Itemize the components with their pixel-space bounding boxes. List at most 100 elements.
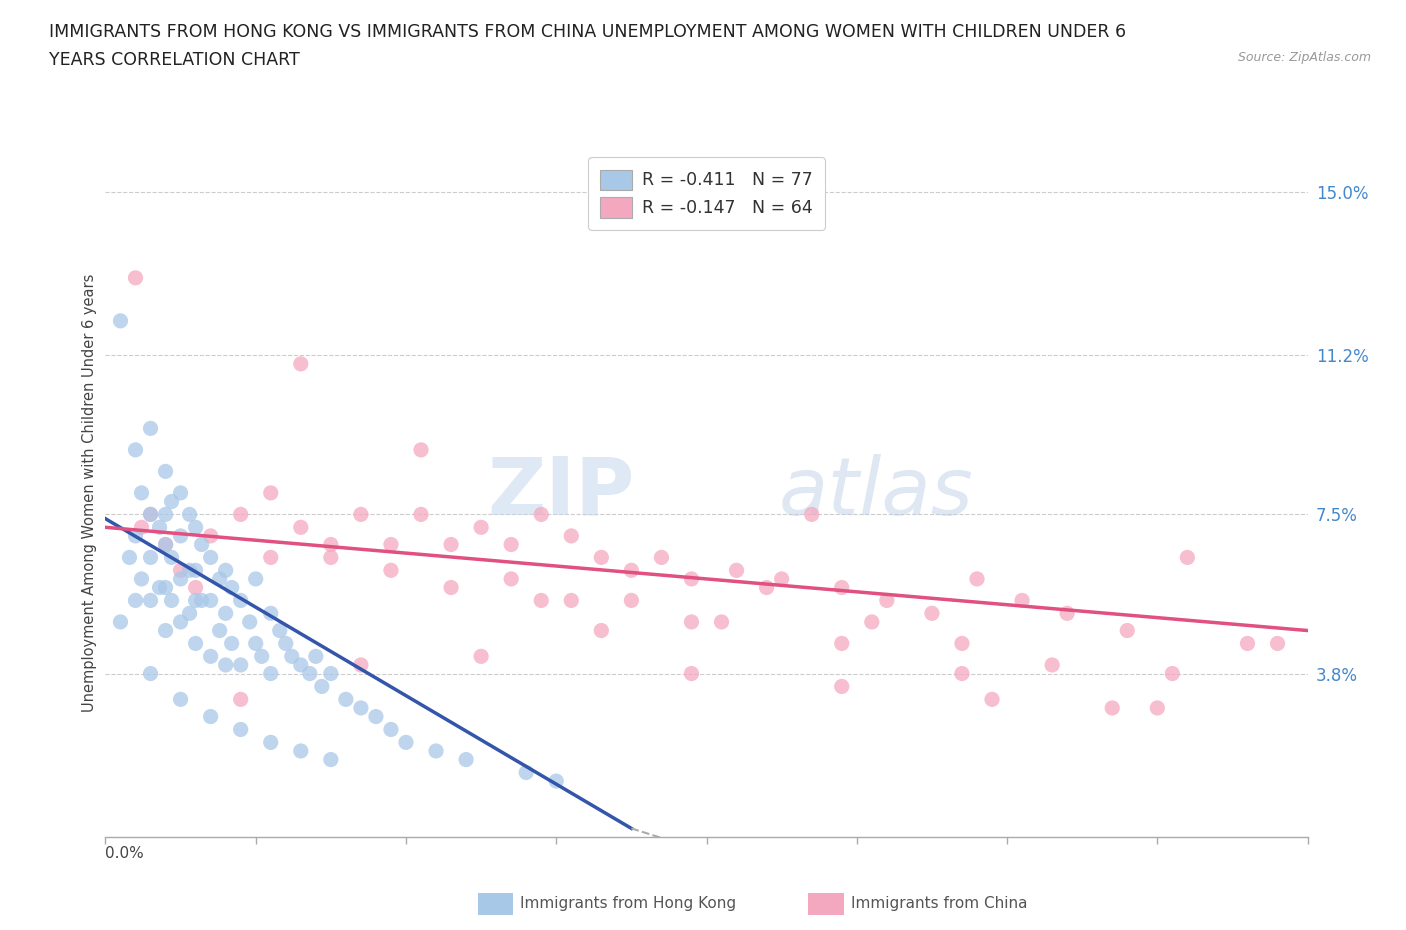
- Point: [966, 571, 988, 587]
- Point: [454, 752, 477, 767]
- Point: [179, 606, 201, 621]
- Point: [200, 593, 222, 608]
- Point: [440, 580, 463, 595]
- Point: [245, 636, 267, 651]
- Point: [876, 593, 898, 608]
- Point: [440, 538, 463, 552]
- Point: [501, 571, 523, 587]
- Point: [470, 520, 492, 535]
- Point: [155, 507, 177, 522]
- Point: [860, 615, 883, 630]
- Point: [214, 658, 236, 672]
- Point: [229, 593, 252, 608]
- Point: [395, 735, 418, 750]
- Point: [530, 507, 553, 522]
- Point: [184, 580, 207, 595]
- Text: YEARS CORRELATION CHART: YEARS CORRELATION CHART: [49, 51, 299, 69]
- Point: [229, 658, 252, 672]
- Point: [139, 507, 162, 522]
- Point: [350, 700, 373, 715]
- Point: [1175, 550, 1198, 565]
- Point: [229, 507, 252, 522]
- Point: [710, 615, 733, 630]
- Point: [335, 692, 357, 707]
- Point: [350, 507, 373, 522]
- Point: [950, 666, 973, 681]
- Point: [190, 538, 212, 552]
- Point: [269, 623, 291, 638]
- Point: [305, 649, 328, 664]
- Point: [160, 593, 183, 608]
- Point: [169, 692, 191, 707]
- Point: [1116, 623, 1139, 638]
- Point: [214, 563, 236, 578]
- Point: [1101, 700, 1123, 715]
- Point: [169, 571, 191, 587]
- Point: [110, 615, 132, 630]
- Point: [530, 593, 553, 608]
- Point: [221, 636, 243, 651]
- Point: [681, 615, 703, 630]
- Point: [380, 538, 402, 552]
- Text: Immigrants from China: Immigrants from China: [851, 897, 1028, 911]
- Point: [229, 692, 252, 707]
- Point: [1236, 636, 1258, 651]
- Point: [350, 658, 373, 672]
- Point: [290, 658, 312, 672]
- Point: [239, 615, 262, 630]
- Point: [560, 593, 582, 608]
- Point: [831, 679, 853, 694]
- Point: [229, 722, 252, 737]
- Point: [155, 580, 177, 595]
- Point: [148, 580, 170, 595]
- Point: [425, 744, 447, 759]
- Point: [470, 649, 492, 664]
- Point: [118, 550, 141, 565]
- Point: [200, 710, 222, 724]
- Point: [139, 666, 162, 681]
- Point: [800, 507, 823, 522]
- Point: [139, 593, 162, 608]
- Point: [620, 593, 643, 608]
- Point: [319, 550, 342, 565]
- Point: [409, 443, 432, 458]
- Point: [650, 550, 672, 565]
- Point: [290, 356, 312, 371]
- Point: [148, 520, 170, 535]
- Point: [155, 538, 177, 552]
- Point: [124, 528, 146, 543]
- Point: [1040, 658, 1063, 672]
- Point: [179, 563, 201, 578]
- Point: [208, 623, 231, 638]
- Point: [208, 571, 231, 587]
- Point: [921, 606, 943, 621]
- Point: [139, 550, 162, 565]
- Point: [770, 571, 793, 587]
- Point: [274, 636, 297, 651]
- Point: [1056, 606, 1078, 621]
- Point: [221, 580, 243, 595]
- Point: [169, 528, 191, 543]
- Point: [546, 774, 568, 789]
- Point: [260, 550, 283, 565]
- Text: 0.0%: 0.0%: [105, 846, 145, 861]
- Point: [184, 636, 207, 651]
- Point: [681, 571, 703, 587]
- Point: [1011, 593, 1033, 608]
- Point: [260, 485, 283, 500]
- Point: [160, 494, 183, 509]
- Point: [950, 636, 973, 651]
- Point: [139, 507, 162, 522]
- Point: [245, 571, 267, 587]
- Point: [184, 563, 207, 578]
- Point: [155, 623, 177, 638]
- Point: [501, 538, 523, 552]
- Point: [311, 679, 333, 694]
- Point: [409, 507, 432, 522]
- Point: [131, 571, 153, 587]
- Text: IMMIGRANTS FROM HONG KONG VS IMMIGRANTS FROM CHINA UNEMPLOYMENT AMONG WOMEN WITH: IMMIGRANTS FROM HONG KONG VS IMMIGRANTS …: [49, 23, 1126, 41]
- Point: [515, 765, 537, 780]
- Y-axis label: Unemployment Among Women with Children Under 6 years: Unemployment Among Women with Children U…: [82, 273, 97, 712]
- Text: Source: ZipAtlas.com: Source: ZipAtlas.com: [1237, 51, 1371, 64]
- Point: [1161, 666, 1184, 681]
